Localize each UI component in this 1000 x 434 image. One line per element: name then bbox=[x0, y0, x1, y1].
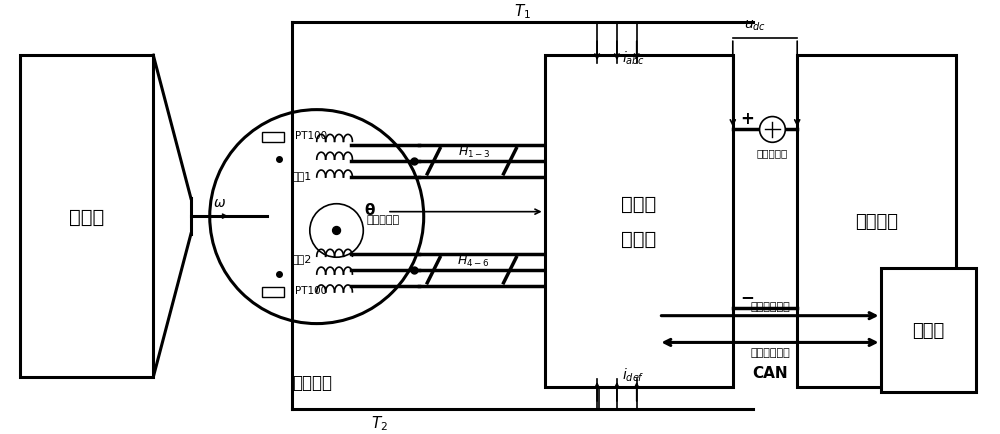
Bar bbox=[20, 56, 153, 377]
Text: 上位机: 上位机 bbox=[912, 321, 945, 339]
Text: $i_{abc}$: $i_{abc}$ bbox=[622, 49, 645, 67]
Text: 电机状态信息: 电机状态信息 bbox=[750, 301, 790, 311]
Text: $u_{dc}$: $u_{dc}$ bbox=[744, 18, 766, 33]
Bar bbox=[545, 56, 733, 387]
Text: 控制器: 控制器 bbox=[621, 230, 656, 249]
Text: 永磁电机: 永磁电机 bbox=[292, 373, 332, 391]
Text: $H_{4-6}$: $H_{4-6}$ bbox=[457, 253, 490, 268]
Text: PT100: PT100 bbox=[295, 131, 327, 141]
Text: 电阻负载: 电阻负载 bbox=[855, 213, 898, 230]
Text: 绕组1: 绕组1 bbox=[292, 171, 312, 181]
Text: 电压传感器: 电压传感器 bbox=[757, 148, 788, 158]
Text: −: − bbox=[741, 287, 755, 305]
Text: 旋转变压器: 旋转变压器 bbox=[366, 214, 399, 224]
Text: $\mathbf{\theta}$: $\mathbf{\theta}$ bbox=[364, 201, 376, 217]
Text: 原动机: 原动机 bbox=[69, 207, 104, 226]
Text: $T_2$: $T_2$ bbox=[371, 413, 388, 432]
Circle shape bbox=[760, 117, 785, 143]
Circle shape bbox=[333, 227, 341, 235]
Text: $H_{1-3}$: $H_{1-3}$ bbox=[458, 145, 490, 159]
Text: 母线电压指令: 母线电压指令 bbox=[750, 348, 790, 358]
Text: CAN: CAN bbox=[752, 365, 788, 380]
Text: 绕组2: 绕组2 bbox=[292, 253, 312, 263]
Text: $\omega$: $\omega$ bbox=[213, 196, 226, 210]
Bar bbox=[881, 269, 976, 392]
Text: 二合一: 二合一 bbox=[621, 194, 656, 213]
Bar bbox=[262, 133, 284, 143]
Text: +: + bbox=[741, 109, 755, 127]
Text: $i_{def}$: $i_{def}$ bbox=[622, 365, 645, 383]
Text: PT100: PT100 bbox=[295, 285, 327, 295]
Text: $T_1$: $T_1$ bbox=[514, 2, 531, 21]
Bar bbox=[262, 287, 284, 297]
Bar bbox=[797, 56, 956, 387]
